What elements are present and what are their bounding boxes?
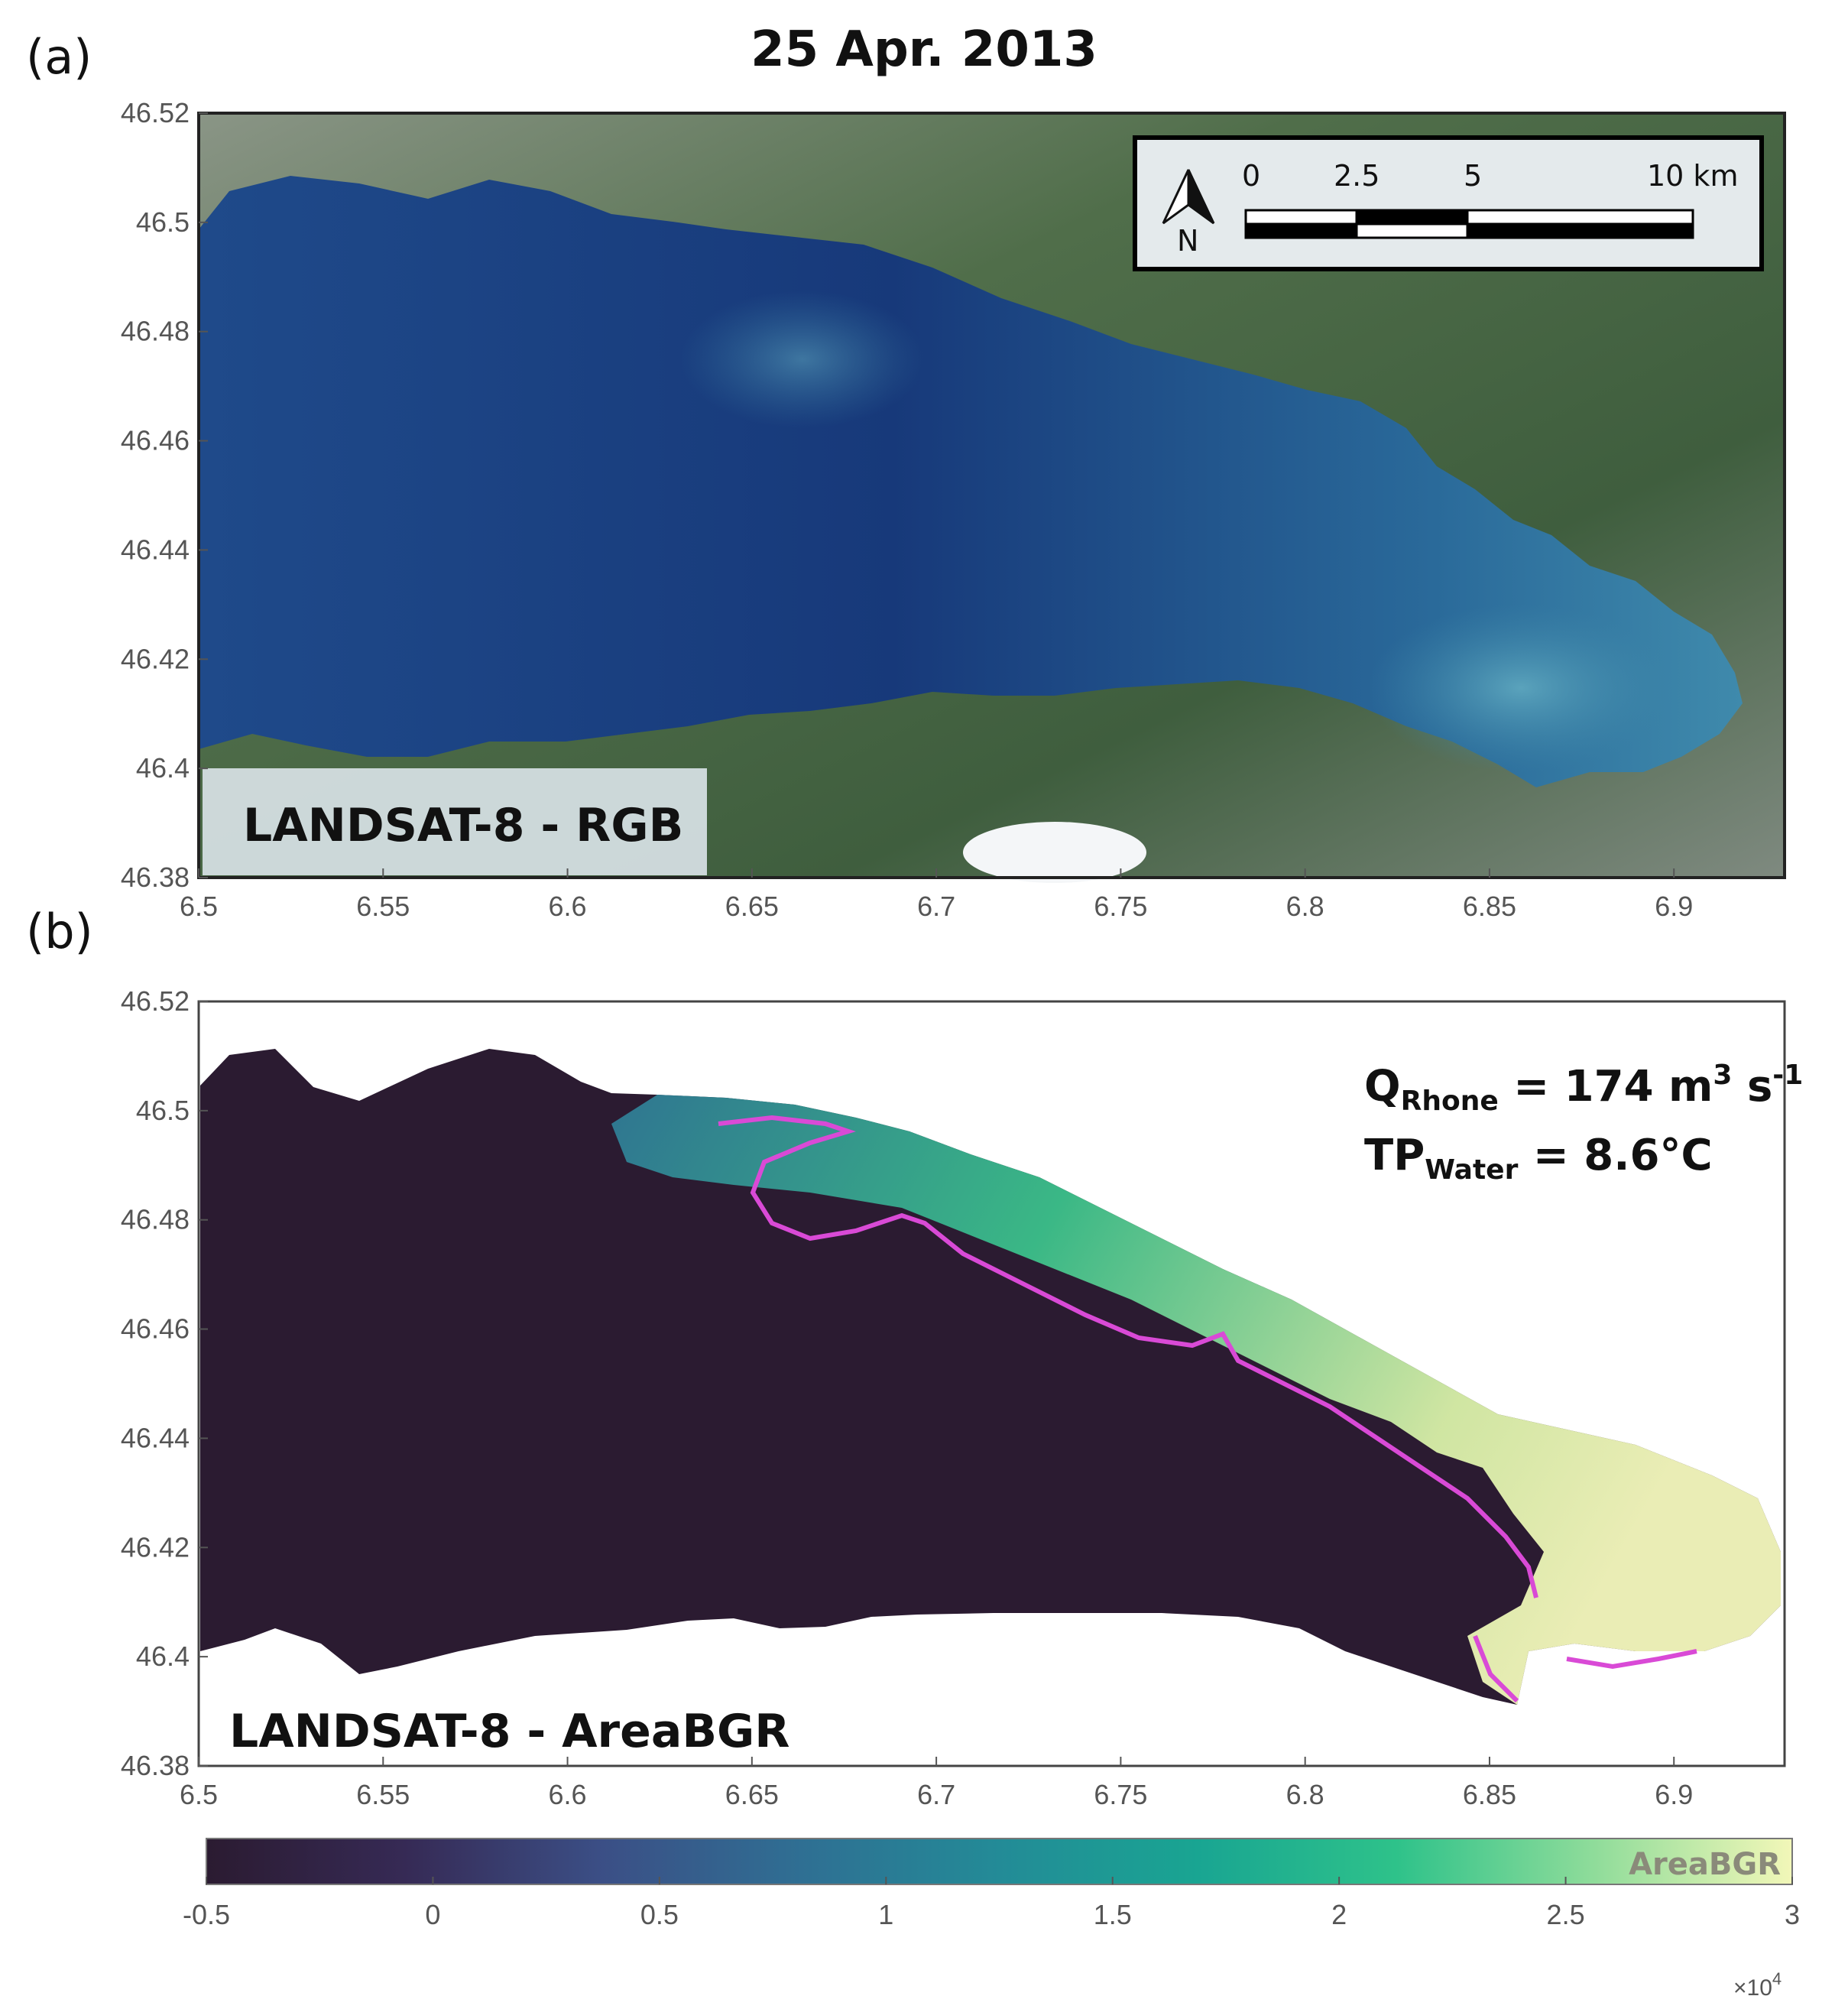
b-y-tick-label: 46.4 [136, 1641, 190, 1672]
a-x-tick-label: 6.75 [1094, 891, 1147, 922]
b-x-tick-label: 6.6 [549, 1779, 587, 1810]
b-x-tick-label: 6.7 [917, 1779, 955, 1810]
scalebar-label-1: 2.5 [1334, 159, 1380, 193]
figure-title: 25 Apr. 2013 [751, 21, 1097, 78]
scalebar-label-2: 5 [1464, 159, 1482, 193]
b-y-tick-label: 46.48 [121, 1204, 190, 1235]
scalebar-seg-5 [1466, 209, 1694, 226]
discharge-text: QRhone = 174 m3 s-1 [1364, 1060, 1803, 1117]
b-y-tick-label: 46.5 [136, 1095, 190, 1126]
b-y-tick-label: 46.44 [121, 1422, 190, 1453]
a-y-tick-label: 46.46 [121, 425, 190, 456]
a-y-tick-label: 46.38 [121, 862, 190, 893]
water-temperature-text: TPWater = 8.6°C [1364, 1131, 1713, 1186]
areabgr-axes: 6.5 6.55 6.6 6.65 6.7 6.75 6.8 6.85 6.9 46.52 46.5… [121, 985, 1693, 1810]
scalebar-seg-2 [1244, 222, 1358, 239]
a-x-tick-label: 6.55 [356, 891, 410, 922]
rgb-axes: 6.5 6.55 6.6 6.65 6.7 6.75 6.8 6.85 6.9 46.52 46.5… [121, 97, 1693, 922]
colorbar-tick-label: 3 [1785, 1899, 1800, 1930]
a-x-tick-label: 6.65 [725, 891, 779, 922]
scalebar-label-3: 10 km [1647, 159, 1738, 193]
a-y-tick-label: 46.44 [121, 534, 190, 565]
a-x-tick-label: 6.5 [180, 891, 218, 922]
colorbar-tick-label: 2.5 [1547, 1899, 1585, 1930]
rgb-map: LANDSAT-8 - RGB N 0 2.5 5 10 km [197, 112, 1786, 883]
north-arrow-body [1187, 169, 1215, 225]
a-x-tick-label: 6.85 [1463, 891, 1516, 922]
scalebar-seg-1 [1244, 209, 1358, 226]
areabgr-map: LANDSAT-8 - AreaBGR QRhone = 174 m3 s-1 … [197, 1000, 1803, 1767]
panel-a-label: (a) [26, 29, 92, 85]
a-y-tick-label: 46.52 [121, 97, 190, 128]
a-x-tick-label: 6.9 [1655, 891, 1693, 922]
rgb-label-box [203, 768, 707, 875]
scalebar-seg-3 [1355, 209, 1469, 226]
areabgr-map-frame [197, 1000, 1786, 1767]
rgb-map-frame [197, 112, 1786, 879]
b-y-tick-label: 46.46 [121, 1313, 190, 1345]
b-y-tick-label: 46.42 [121, 1531, 190, 1563]
colorbar-tick-label: 0.5 [640, 1899, 679, 1930]
colorbar-label: AreaBGR [1629, 1847, 1781, 1882]
lake-areabgr [200, 1049, 1781, 1705]
sediment-plume [611, 1095, 1781, 1705]
scalebar-label-0: 0 [1242, 159, 1260, 193]
a-x-tick-label: 6.8 [1286, 891, 1324, 922]
b-x-tick-label: 6.85 [1463, 1779, 1516, 1810]
scalebar-seg-4 [1355, 222, 1469, 239]
rgb-overlay-label: LANDSAT-8 - RGB [243, 799, 683, 852]
areabgr-overlay-label: LANDSAT-8 - AreaBGR [229, 1705, 790, 1758]
panel-b-label: (b) [26, 904, 93, 959]
b-x-tick-label: 6.9 [1655, 1779, 1693, 1810]
discharge-annotation: QRhone = 174 m3 s-1 TPWater = 8.6°C [1364, 1060, 1803, 1186]
north-arrow-icon: N [1162, 169, 1215, 258]
colorbar-exponent: ×104 [1733, 1969, 1782, 2001]
b-x-tick-label: 6.55 [356, 1779, 410, 1810]
a-y-tick-label: 46.48 [121, 316, 190, 347]
lake-rgb [199, 176, 1743, 787]
colorbar-tick-label: 1 [878, 1899, 893, 1930]
colorbar-ramp [206, 1838, 1793, 1885]
plume-contour-shore [1473, 1634, 1697, 1703]
a-y-tick-label: 46.4 [136, 752, 190, 784]
b-x-tick-label: 6.75 [1094, 1779, 1147, 1810]
colorbar-tick-label: 1.5 [1094, 1899, 1132, 1930]
a-y-tick-label: 46.42 [121, 643, 190, 674]
colorbar: AreaBGR -0.5 0 0.5 1 1.5 2 2.5 3 ×104 [183, 1838, 1800, 2001]
a-x-tick-label: 6.6 [549, 891, 587, 922]
north-label: N [1177, 224, 1198, 258]
a-x-tick-label: 6.7 [917, 891, 955, 922]
colorbar-tick-label: 0 [425, 1899, 440, 1930]
scalebar-box: N 0 2.5 5 10 km [1133, 135, 1764, 271]
a-y-tick-label: 46.5 [136, 206, 190, 238]
colorbar-tick-label: 2 [1331, 1899, 1347, 1930]
b-y-tick-label: 46.52 [121, 985, 190, 1017]
b-x-tick-label: 6.5 [180, 1779, 218, 1810]
colorbar-tick-label: -0.5 [183, 1899, 230, 1930]
b-y-tick-label: 46.38 [121, 1750, 190, 1781]
scalebar-seg-6 [1466, 222, 1694, 239]
b-x-tick-label: 6.8 [1286, 1779, 1324, 1810]
plume-contour [718, 1115, 1538, 1598]
snow-patch [963, 822, 1146, 883]
colorbar-ticks: -0.5 0 0.5 1 1.5 2 2.5 3 [183, 1877, 1800, 1930]
rhone-plume [1368, 604, 1674, 772]
scalebar-background [1133, 135, 1764, 271]
scalebar: 0 2.5 5 10 km [1242, 159, 1738, 239]
b-x-tick-label: 6.65 [725, 1779, 779, 1810]
north-shore-plume [680, 290, 925, 428]
